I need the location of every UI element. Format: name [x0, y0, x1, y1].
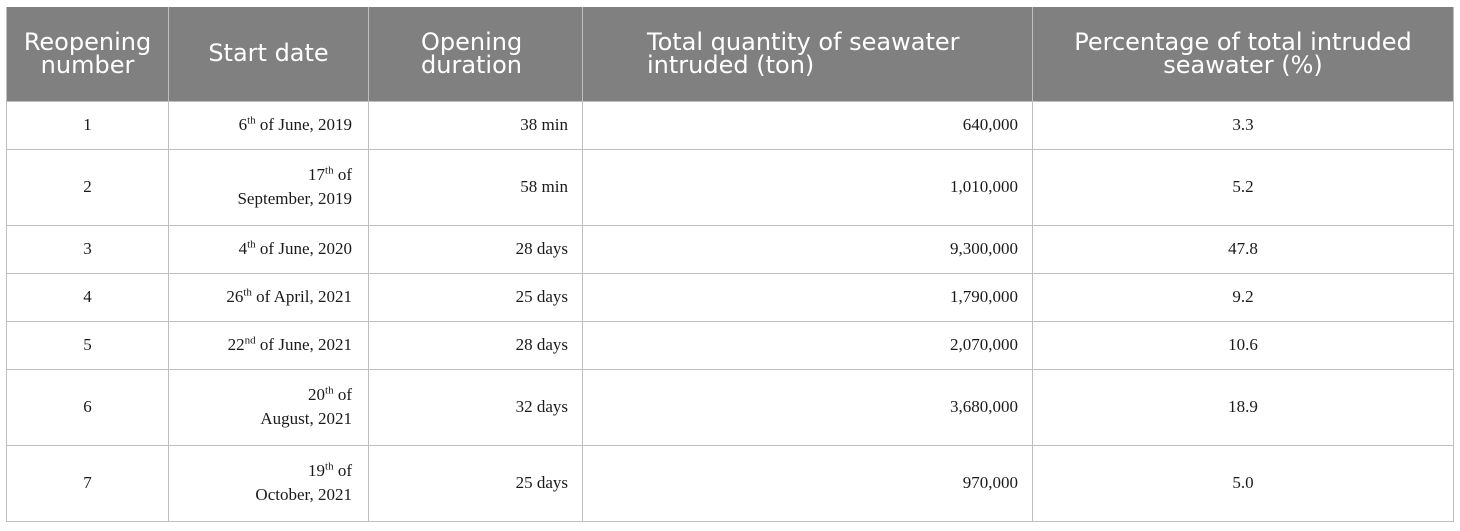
table-row: 7 19th of October, 2021 25 days 970,000 5.0 [6, 444, 1454, 522]
cell-opening-duration: 25 days [368, 444, 583, 522]
start-date-rest: of June, 2021 [255, 335, 352, 354]
start-date-rest: of April, 2021 [251, 287, 352, 306]
cell-reopening-number: 7 [6, 444, 169, 522]
table-body: 1 6th of June, 2019 38 min 640,000 3.3 2 17th … [6, 100, 1454, 522]
cell-opening-duration: 25 days [368, 272, 583, 322]
cell-opening-duration: 32 days [368, 368, 583, 446]
start-date-rest: of [333, 461, 352, 480]
start-date-line: 20th of [183, 383, 352, 407]
start-date-line2: August, 2021 [260, 409, 352, 428]
cell-total-quantity: 1,790,000 [582, 272, 1033, 322]
start-date-day: 6 [238, 115, 248, 134]
start-date-line: 6th of June, 2019 [183, 113, 352, 137]
start-date-line: 22nd of June, 2021 [183, 333, 352, 357]
cell-opening-duration: 38 min [368, 100, 583, 150]
start-date-line2: September, 2019 [237, 189, 352, 208]
cell-start-date: 17th of September, 2019 [168, 148, 369, 226]
start-date-day: 19 [308, 461, 326, 480]
start-date-ordinal: th [243, 286, 252, 299]
start-date-rest: of June, 2020 [255, 239, 352, 258]
cell-reopening-number: 1 [6, 100, 169, 150]
cell-percentage: 5.0 [1032, 444, 1454, 522]
table-row: 3 4th of June, 2020 28 days 9,300,000 47.8 [6, 224, 1454, 274]
cell-reopening-number: 5 [6, 320, 169, 370]
start-date-day: 17 [308, 165, 326, 184]
cell-percentage: 18.9 [1032, 368, 1454, 446]
cell-total-quantity: 1,010,000 [582, 148, 1033, 226]
table-row: 6 20th of August, 2021 32 days 3,680,000 18.9 [6, 368, 1454, 446]
cell-total-quantity: 3,680,000 [582, 368, 1033, 446]
start-date-ordinal: th [325, 384, 334, 397]
cell-start-date: 20th of August, 2021 [168, 368, 369, 446]
start-date-line2: October, 2021 [255, 485, 352, 504]
cell-start-date: 19th of October, 2021 [168, 444, 369, 522]
start-date-day: 22 [227, 335, 245, 354]
cell-percentage: 9.2 [1032, 272, 1454, 322]
table-row: 4 26th of April, 2021 25 days 1,790,000 9.2 [6, 272, 1454, 322]
start-date-day: 26 [226, 287, 244, 306]
cell-reopening-number: 6 [6, 368, 169, 446]
start-date-ordinal: nd [244, 334, 256, 347]
header-opening-duration: Opening duration [368, 7, 583, 101]
start-date-ordinal: th [247, 114, 256, 127]
cell-total-quantity: 970,000 [582, 444, 1033, 522]
cell-opening-duration: 58 min [368, 148, 583, 226]
start-date-rest: of [333, 165, 352, 184]
start-date-line: 26th of April, 2021 [183, 285, 352, 309]
table-row: 1 6th of June, 2019 38 min 640,000 3.3 [6, 100, 1454, 150]
start-date-day: 20 [308, 385, 326, 404]
cell-percentage: 3.3 [1032, 100, 1454, 150]
header-percentage: Percentage of total intruded seawater (%… [1032, 7, 1454, 101]
cell-percentage: 5.2 [1032, 148, 1454, 226]
start-date-rest: of June, 2019 [255, 115, 352, 134]
cell-total-quantity: 9,300,000 [582, 224, 1033, 274]
cell-reopening-number: 2 [6, 148, 169, 226]
cell-reopening-number: 4 [6, 272, 169, 322]
start-date-rest: of [333, 385, 352, 404]
table-row: 5 22nd of June, 2021 28 days 2,070,000 10.6 [6, 320, 1454, 370]
cell-reopening-number: 3 [6, 224, 169, 274]
cell-start-date: 22nd of June, 2021 [168, 320, 369, 370]
cell-start-date: 6th of June, 2019 [168, 100, 369, 150]
start-date-line: 19th of [183, 459, 352, 483]
header-start-date: Start date [168, 7, 369, 101]
cell-percentage: 10.6 [1032, 320, 1454, 370]
header-reopening-number: Reopening number [6, 7, 169, 101]
header-total-quantity: Total quantity of seawater intruded (ton… [582, 7, 1033, 101]
start-date-ordinal: th [247, 238, 256, 251]
start-date-line: 17th of [183, 163, 352, 187]
cell-total-quantity: 2,070,000 [582, 320, 1033, 370]
cell-percentage: 47.8 [1032, 224, 1454, 274]
start-date-day: 4 [238, 239, 248, 258]
cell-opening-duration: 28 days [368, 320, 583, 370]
table-header-row: Reopening number Start date Opening dura… [6, 7, 1454, 101]
cell-start-date: 4th of June, 2020 [168, 224, 369, 274]
start-date-line: 4th of June, 2020 [183, 237, 352, 261]
cell-opening-duration: 28 days [368, 224, 583, 274]
start-date-ordinal: th [325, 460, 334, 473]
start-date-ordinal: th [325, 164, 334, 177]
table-row: 2 17th of September, 2019 58 min 1,010,000 5.… [6, 148, 1454, 226]
data-table-container: Reopening number Start date Opening dura… [6, 7, 1454, 522]
seawater-intrusion-table: Reopening number Start date Opening dura… [6, 7, 1454, 522]
cell-total-quantity: 640,000 [582, 100, 1033, 150]
cell-start-date: 26th of April, 2021 [168, 272, 369, 322]
